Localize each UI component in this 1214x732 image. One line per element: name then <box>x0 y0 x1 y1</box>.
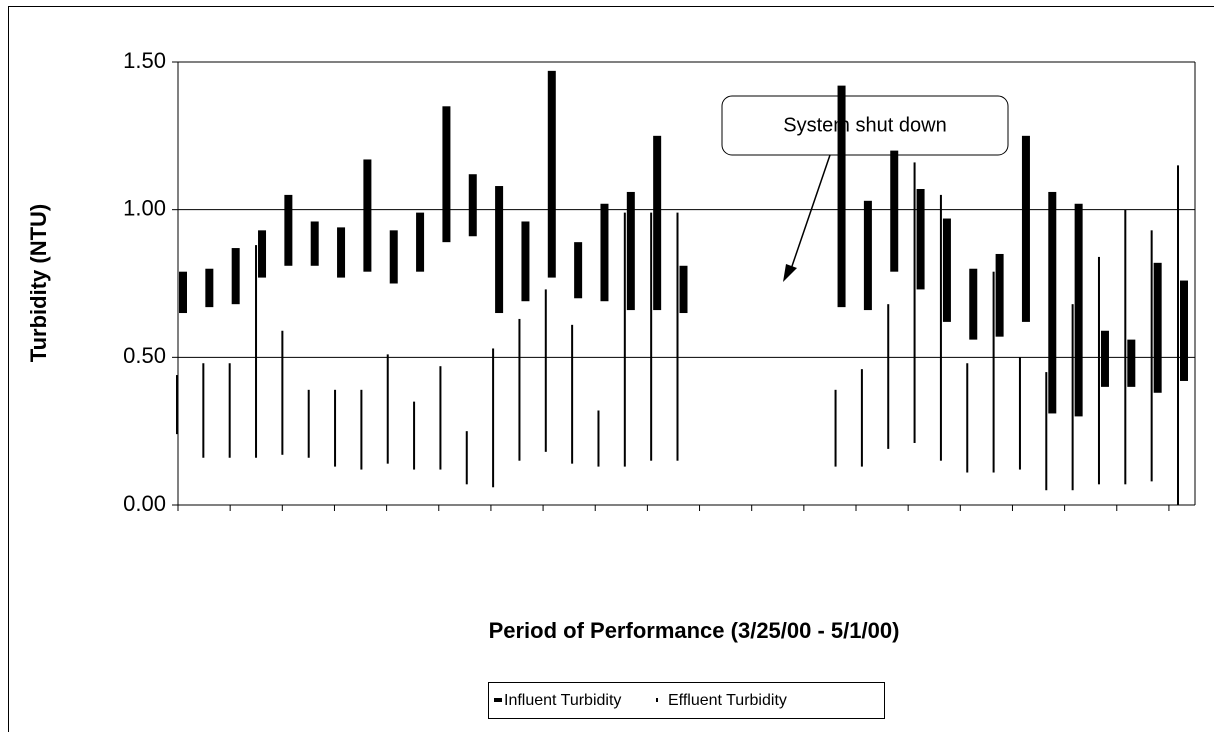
effluent-range <box>307 389 310 458</box>
influent-range <box>1048 191 1057 414</box>
influent-range <box>600 203 609 302</box>
influent-range <box>231 248 240 305</box>
effluent-range <box>544 289 547 452</box>
y-axis-title: Turbidity (NTU) <box>26 204 51 362</box>
influent-range <box>837 85 846 308</box>
influent-range <box>969 268 978 340</box>
influent-range <box>547 70 556 278</box>
effluent-range <box>1045 372 1048 491</box>
y-tick-label: 1.50 <box>123 48 166 73</box>
effluent-range <box>386 354 389 464</box>
effluent-range <box>623 212 626 467</box>
influent-range <box>679 265 688 314</box>
influent-range <box>442 106 451 243</box>
effluent-range <box>966 363 969 473</box>
effluent-range <box>334 389 337 467</box>
effluent-range <box>465 431 468 485</box>
influent-range <box>337 227 346 278</box>
effluent-range <box>1097 256 1100 485</box>
effluent-range <box>992 271 995 473</box>
effluent-range <box>228 363 231 458</box>
legend-marker <box>656 698 658 702</box>
effluent-range <box>492 348 495 488</box>
annotation-box <box>721 95 1009 156</box>
influent-range <box>574 242 583 299</box>
effluent-range <box>1124 209 1127 485</box>
influent-range <box>521 221 530 302</box>
effluent-range <box>439 366 442 470</box>
influent-range <box>1074 203 1083 417</box>
influent-range <box>284 194 293 266</box>
effluent-range <box>1150 230 1153 482</box>
influent-range <box>310 221 319 266</box>
effluent-range <box>571 324 574 464</box>
effluent-range <box>413 401 416 470</box>
effluent-range <box>860 369 863 467</box>
legend-marker <box>494 698 502 702</box>
effluent-range <box>1071 304 1074 491</box>
effluent-range <box>202 363 205 458</box>
influent-range <box>416 212 425 272</box>
influent-range <box>653 135 662 311</box>
annotation-text: System shut down <box>783 114 946 136</box>
influent-range <box>205 268 214 308</box>
influent-range <box>1127 339 1136 387</box>
influent-range <box>916 188 925 290</box>
influent-range <box>363 159 372 272</box>
effluent-range <box>281 330 284 455</box>
y-tick-label: 1.00 <box>123 195 166 220</box>
effluent-range <box>360 389 363 470</box>
legend-box <box>488 682 885 719</box>
influent-range <box>258 230 267 278</box>
influent-range <box>995 253 1004 337</box>
influent-range <box>890 150 899 272</box>
effluent-range <box>913 162 916 443</box>
influent-range <box>942 218 951 322</box>
effluent-range <box>1177 165 1179 505</box>
arrow-head <box>783 264 797 282</box>
influent-range <box>179 271 187 314</box>
effluent-range <box>834 389 837 467</box>
effluent-range <box>518 318 521 461</box>
effluent-range <box>1018 357 1021 470</box>
y-tick-label: 0.00 <box>123 491 166 516</box>
effluent-range <box>650 212 653 461</box>
x-axis-title: Period of Performance (3/25/00 - 5/1/00) <box>489 618 900 643</box>
chart-border <box>8 6 1214 732</box>
annotation-arrow <box>789 154 831 273</box>
influent-range <box>626 191 635 311</box>
effluent-range <box>176 375 178 435</box>
y-tick-label: 0.50 <box>123 343 166 368</box>
effluent-range <box>676 212 679 461</box>
influent-range <box>1021 135 1030 322</box>
effluent-range <box>887 304 890 449</box>
influent-range <box>468 174 477 237</box>
influent-range <box>863 200 872 311</box>
influent-range <box>495 186 504 314</box>
effluent-range <box>939 194 942 461</box>
legend-label: Effluent Turbidity <box>668 692 787 709</box>
influent-range <box>389 230 398 284</box>
influent-range <box>1153 262 1162 393</box>
legend-label: Influent Turbidity <box>504 692 621 709</box>
influent-range <box>1100 330 1109 387</box>
effluent-range <box>255 245 258 458</box>
influent-range <box>1180 280 1188 381</box>
effluent-range <box>597 410 600 467</box>
